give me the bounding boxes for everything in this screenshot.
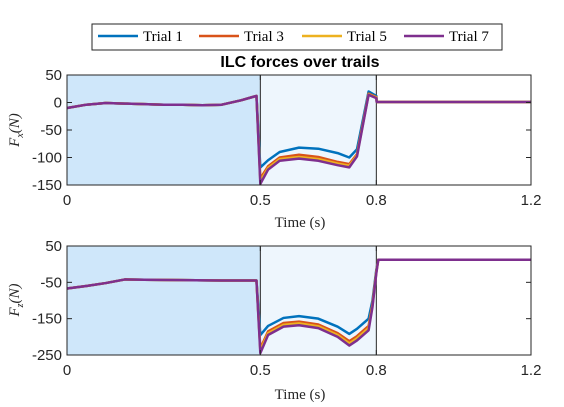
fz-y-tick-label: -150 [32,311,62,328]
fz-x-axis-label: Time (s) [275,387,326,403]
fz-x-ticks: 0 0.5 0.8 1.2 [63,246,542,379]
fx-series-trial-7 [66,93,531,186]
legend-entry-4: Trial 7 [404,29,489,45]
chart-title: ILC forces over trails [220,54,379,71]
fx-shaded-region-1 [67,75,261,185]
fx-y-axis-label: Fx(N) [7,113,26,148]
fx-x-tick-label: 0 [63,192,71,209]
fz-y-ticks: 50 -50 -150 -250 [32,238,531,364]
fx-x-tick-label: 0.5 [250,192,271,209]
fx-plot: 50 0 -50 -100 -150 0 0.5 0.8 1.2 Time (s) Fx(N) [7,67,541,231]
fz-x-tick-label: 1.2 [521,362,542,379]
legend: Trial 1 Trial 3 Trial 5 Trial 7 [91,23,503,51]
fx-shaded-regions [67,75,377,185]
fx-y-tick-label: 0 [54,95,62,112]
fx-y-tick-label: -50 [40,122,62,139]
fx-x-ticks: 0 0.5 0.8 1.2 [63,75,542,209]
legend-label-2: Trial 3 [244,29,284,45]
fx-x-axis-label: Time (s) [275,215,326,231]
fz-axes-box [66,245,532,356]
fz-series [66,258,531,355]
fz-shaded-regions [67,246,377,355]
fz-x-tick-label: 0.8 [366,362,387,379]
fx-y-tick-label: 50 [45,67,62,84]
legend-label-1: Trial 1 [143,29,183,45]
fx-x-tick-label: 1.2 [521,192,542,209]
fz-plot: 50 -50 -150 -250 0 0.5 0.8 1.2 Time (s) Fz(N) [7,238,541,403]
fz-series-trial-7 [66,258,531,355]
fz-y-axis-label: Fz(N) [7,283,26,317]
fz-x-tick-label: 0.5 [250,362,271,379]
fx-y-tick-label: -100 [32,150,62,167]
fx-y-tick-label: -150 [32,177,62,194]
fz-shaded-region-1 [67,246,261,355]
legend-entry-3: Trial 5 [302,29,387,45]
fz-y-tick-label: -250 [32,347,62,364]
fz-y-tick-label: 50 [45,238,62,255]
legend-label-3: Trial 5 [347,29,387,45]
legend-entry-1: Trial 1 [98,29,183,45]
fx-series [66,90,531,186]
legend-entry-2: Trial 3 [199,29,284,45]
legend-label-4: Trial 7 [449,29,489,45]
fz-y-tick-label: -50 [40,274,62,291]
fz-x-tick-label: 0 [63,362,71,379]
fx-y-ticks: 50 0 -50 -100 -150 [32,67,531,194]
fx-shaded-region-2 [260,75,377,185]
fx-x-tick-label: 0.8 [366,192,387,209]
